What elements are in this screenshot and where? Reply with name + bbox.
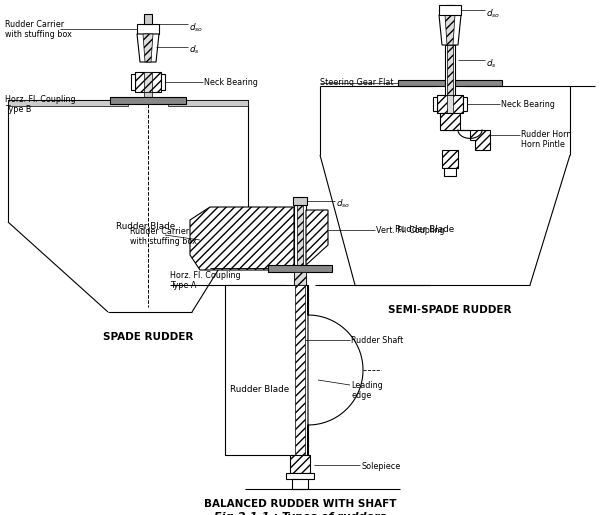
Bar — [110, 97, 186, 104]
Text: Fig.2.1.1 : Types of rudders: Fig.2.1.1 : Types of rudders — [214, 512, 386, 515]
Text: Neck Bearing: Neck Bearing — [204, 78, 258, 87]
Text: Rudder Carrier
with stuffing box: Rudder Carrier with stuffing box — [5, 20, 72, 40]
Text: Rudder Blade: Rudder Blade — [230, 385, 289, 394]
Bar — [161, 74, 165, 90]
Polygon shape — [8, 100, 128, 106]
Polygon shape — [168, 100, 248, 106]
Bar — [135, 72, 161, 92]
Text: Rudder Blade: Rudder Blade — [116, 222, 175, 231]
Text: BALANCED RUDDER WITH SHAFT: BALANCED RUDDER WITH SHAFT — [204, 499, 396, 509]
Polygon shape — [143, 34, 153, 62]
Text: Rudder Carrier
with stuffing box: Rudder Carrier with stuffing box — [130, 227, 197, 246]
Bar — [433, 97, 437, 111]
Text: $d_s$: $d_s$ — [189, 44, 199, 57]
Text: SPADE RUDDER: SPADE RUDDER — [103, 332, 193, 342]
Bar — [444, 168, 456, 176]
Text: Rudder Blade: Rudder Blade — [395, 225, 454, 234]
Bar — [398, 80, 502, 86]
Text: Vert. Fl. Coupling: Vert. Fl. Coupling — [376, 226, 445, 235]
Bar — [445, 45, 455, 130]
Bar — [144, 14, 152, 24]
Polygon shape — [306, 210, 328, 265]
Polygon shape — [308, 285, 363, 455]
Bar — [446, 5, 454, 15]
Bar — [294, 205, 306, 285]
Polygon shape — [190, 207, 294, 270]
Polygon shape — [445, 15, 455, 45]
Text: SEMI-SPADE RUDDER: SEMI-SPADE RUDDER — [388, 305, 512, 315]
Text: $d_s$: $d_s$ — [486, 57, 496, 70]
Bar — [295, 285, 305, 455]
Text: Neck Bearing: Neck Bearing — [501, 100, 555, 109]
Polygon shape — [137, 34, 159, 62]
Bar — [225, 285, 308, 455]
Bar — [294, 272, 306, 285]
Bar — [290, 455, 310, 473]
Text: $d_{so}$: $d_{so}$ — [336, 197, 350, 210]
Bar — [442, 150, 458, 168]
Text: $d_{so}$: $d_{so}$ — [486, 7, 500, 20]
Polygon shape — [439, 15, 461, 45]
Bar — [144, 72, 152, 92]
Text: Horz. Fl. Coupling
Type B: Horz. Fl. Coupling Type B — [5, 95, 75, 114]
Bar — [144, 92, 152, 104]
Bar — [131, 74, 135, 90]
Text: Leading
edge: Leading edge — [351, 381, 383, 400]
Bar — [463, 97, 467, 111]
Bar — [439, 5, 461, 15]
Text: Steering Gear Flat: Steering Gear Flat — [320, 78, 393, 87]
Text: Rudder Horn
Horn Pintle: Rudder Horn Horn Pintle — [521, 130, 571, 149]
Bar — [268, 265, 332, 272]
Bar — [447, 45, 453, 130]
Text: $d_{so}$: $d_{so}$ — [189, 22, 203, 35]
Polygon shape — [440, 113, 490, 150]
Text: Solepiece: Solepiece — [361, 462, 400, 471]
Text: Rudder Shaft: Rudder Shaft — [351, 336, 403, 345]
Bar — [137, 24, 159, 34]
Bar — [293, 197, 307, 205]
Text: Horz. Fl. Coupling
Type A: Horz. Fl. Coupling Type A — [170, 271, 240, 290]
Bar — [292, 479, 308, 489]
Bar — [447, 95, 453, 113]
Bar — [437, 95, 463, 113]
Bar — [286, 473, 314, 479]
Bar — [297, 205, 303, 285]
